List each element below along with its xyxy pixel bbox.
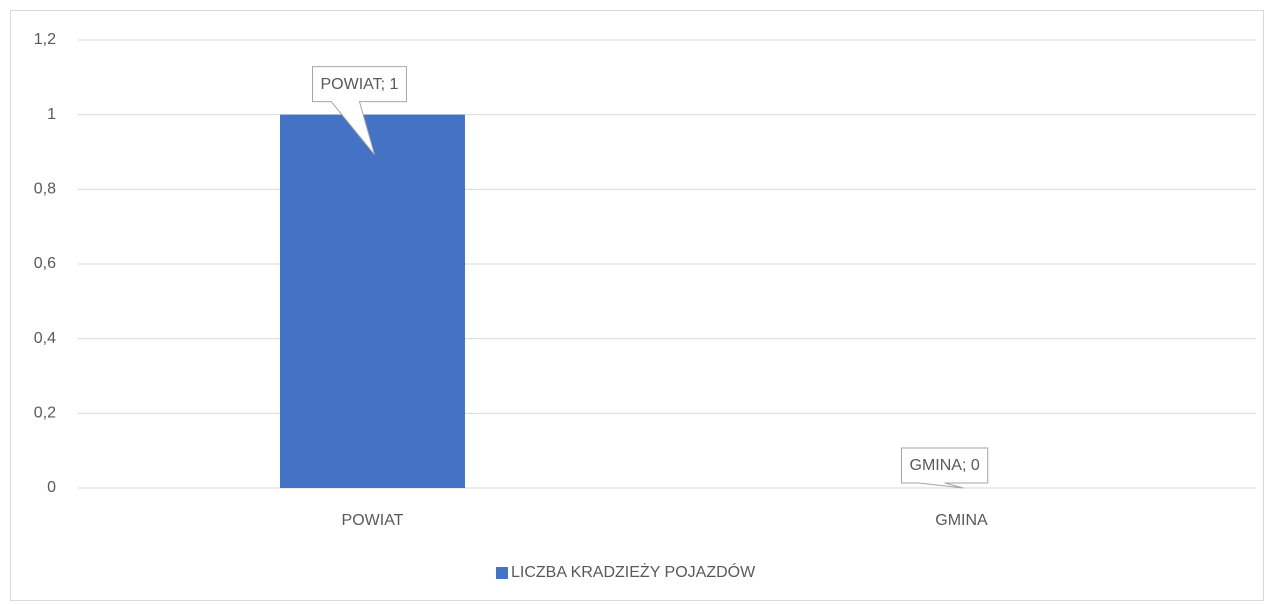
y-tick-label: 0,8 bbox=[34, 181, 56, 198]
data-label-box bbox=[901, 447, 989, 489]
x-tick-label: POWIAT bbox=[342, 512, 404, 529]
y-tick-label: 0,4 bbox=[34, 330, 56, 347]
data-label: POWIAT; 1 bbox=[321, 76, 399, 93]
y-tick-label: 1,2 bbox=[34, 31, 56, 48]
x-tick-label: GMINA bbox=[935, 512, 988, 529]
bar bbox=[280, 114, 465, 489]
y-tick-label: 0,2 bbox=[34, 405, 56, 422]
y-tick-label: 0,6 bbox=[34, 255, 56, 272]
chart-border bbox=[10, 10, 1264, 601]
legend-swatch bbox=[496, 567, 508, 579]
data-label-callout: POWIAT; 1 bbox=[312, 66, 407, 155]
y-tick-label: 0 bbox=[47, 479, 56, 496]
y-tick-label: 1 bbox=[47, 106, 56, 123]
legend-label: LICZBA KRADZIEŻY POJAZDÓW bbox=[511, 562, 756, 581]
data-label: GMINA; 0 bbox=[910, 457, 980, 474]
data-label-box bbox=[312, 66, 407, 155]
data-label-callout: GMINA; 0 bbox=[901, 447, 989, 489]
